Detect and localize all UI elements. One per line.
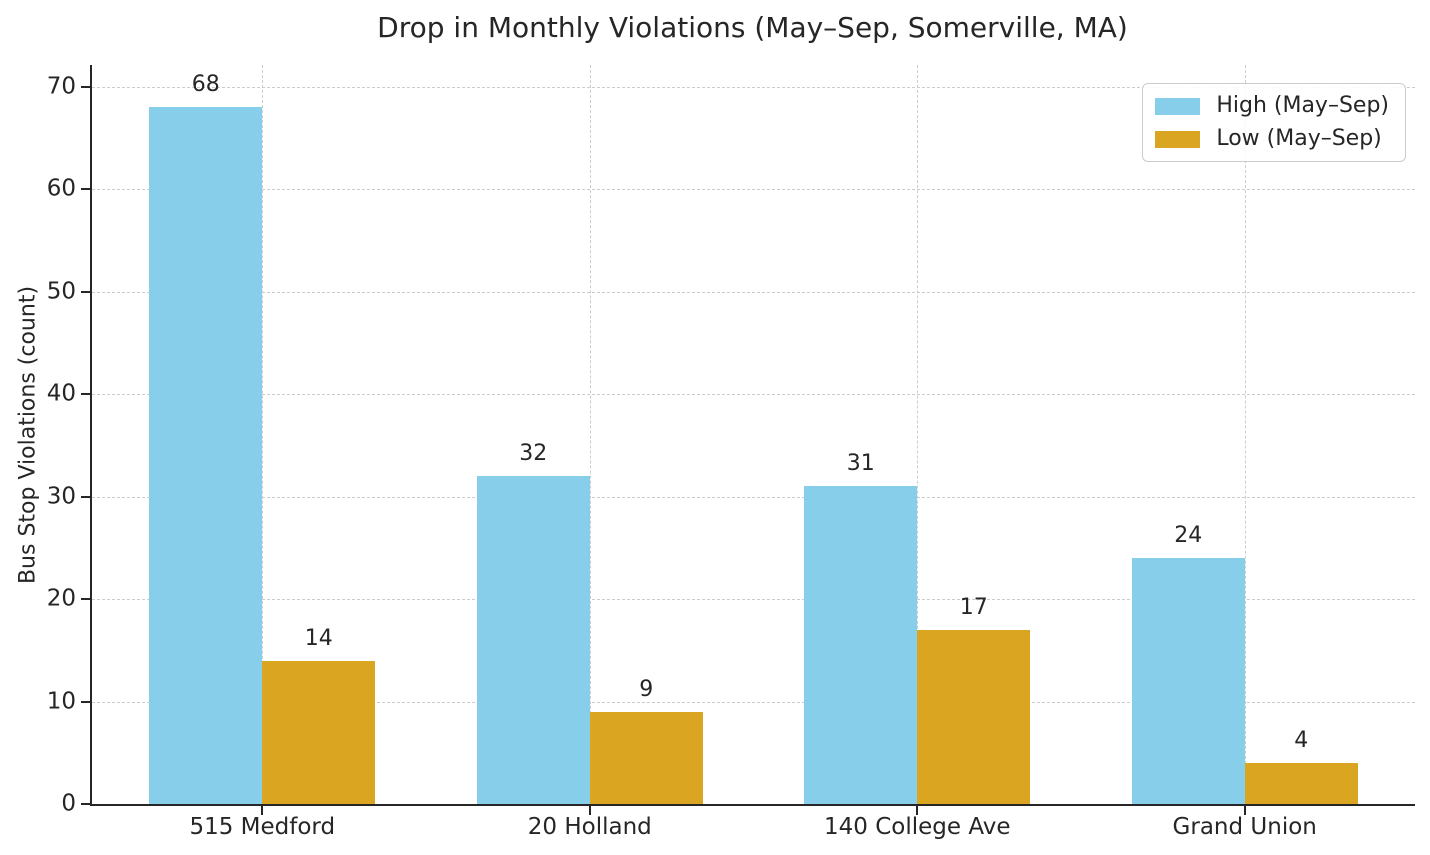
y-tick-mark-70 — [81, 85, 90, 88]
x-tick-mark-140-college-ave — [916, 806, 919, 815]
legend-item-high: High (May–Sep) — [1155, 95, 1389, 117]
legend-item-low: Low (May–Sep) — [1155, 128, 1389, 150]
y-tick-mark-10 — [81, 700, 90, 703]
value-label-low-20-holland: 9 — [639, 676, 654, 702]
y-tick-label-0: 0 — [61, 790, 76, 817]
h-gridline-50 — [92, 291, 1415, 293]
y-tick-mark-30 — [81, 495, 90, 498]
bar-low-140-college-ave — [917, 629, 1031, 804]
bar-high-515-medford — [149, 107, 263, 804]
y-tick-label-70: 70 — [46, 73, 76, 100]
y-tick-label-60: 60 — [46, 175, 76, 202]
y-tick-label-50: 50 — [46, 278, 76, 305]
bar-low-515-medford — [262, 660, 376, 804]
y-tick-mark-40 — [81, 393, 90, 395]
value-label-high-140-college-ave: 31 — [846, 451, 875, 477]
bar-low-grand-union — [1244, 763, 1358, 804]
x-tick-label-140-college-ave: 140 College Ave — [823, 814, 1011, 840]
value-label-high-grand-union: 24 — [1174, 523, 1203, 549]
x-tick-mark-20-holland — [588, 806, 591, 815]
y-axis-label: Bus Stop Violations (count) — [15, 285, 41, 585]
x-tick-mark-grand-union — [1243, 806, 1246, 815]
x-tick-label-20-holland: 20 Holland — [527, 814, 652, 840]
legend-swatch-low — [1155, 130, 1201, 148]
legend-label-high: High (May–Sep) — [1216, 93, 1389, 118]
plot-area: High (May–Sep) Low (May–Sep) 0 10 20 30 40 50… — [47, 65, 1415, 839]
bar-low-20-holland — [589, 711, 703, 804]
value-label-high-20-holland: 32 — [519, 441, 548, 467]
y-tick-mark-60 — [81, 188, 90, 191]
chart-title: Drop in Monthly Violations (May–Sep, Som… — [377, 11, 1128, 44]
h-gridline-60 — [92, 189, 1415, 191]
bar-high-20-holland — [476, 476, 590, 804]
v-gridline-515-medford — [262, 65, 264, 804]
bar-high-140-college-ave — [804, 486, 918, 804]
v-gridline-140-college-ave — [917, 65, 919, 804]
bar-high-grand-union — [1131, 558, 1245, 804]
y-tick-mark-20 — [81, 598, 90, 600]
y-tick-mark-0 — [81, 803, 90, 805]
value-label-low-grand-union: 4 — [1294, 728, 1309, 754]
legend: High (May–Sep) Low (May–Sep) — [1142, 83, 1406, 162]
h-gridline-30 — [92, 496, 1415, 498]
legend-swatch-high — [1155, 97, 1201, 115]
h-gridline-20 — [92, 599, 1415, 600]
v-gridline-20-holland — [589, 65, 591, 804]
h-gridline-40 — [92, 394, 1415, 395]
value-label-low-515-medford: 14 — [304, 625, 333, 651]
y-tick-label-40: 40 — [46, 380, 76, 407]
y-tick-label-20: 20 — [46, 585, 76, 612]
value-label-high-515-medford: 68 — [191, 72, 220, 98]
x-tick-mark-515-medford — [261, 806, 264, 815]
legend-label-low: Low (May–Sep) — [1216, 126, 1382, 151]
h-gridline-70 — [92, 86, 1415, 88]
y-tick-label-10: 10 — [46, 688, 76, 714]
x-tick-label-515-medford: 515 Medford — [189, 814, 336, 840]
y-tick-label-30: 30 — [46, 483, 76, 509]
v-gridline-grand-union — [1244, 65, 1246, 804]
y-tick-mark-50 — [81, 290, 90, 293]
h-gridline-10 — [92, 701, 1415, 703]
value-label-low-140-college-ave: 17 — [959, 594, 988, 620]
x-tick-label-grand-union: Grand Union — [1172, 814, 1317, 840]
